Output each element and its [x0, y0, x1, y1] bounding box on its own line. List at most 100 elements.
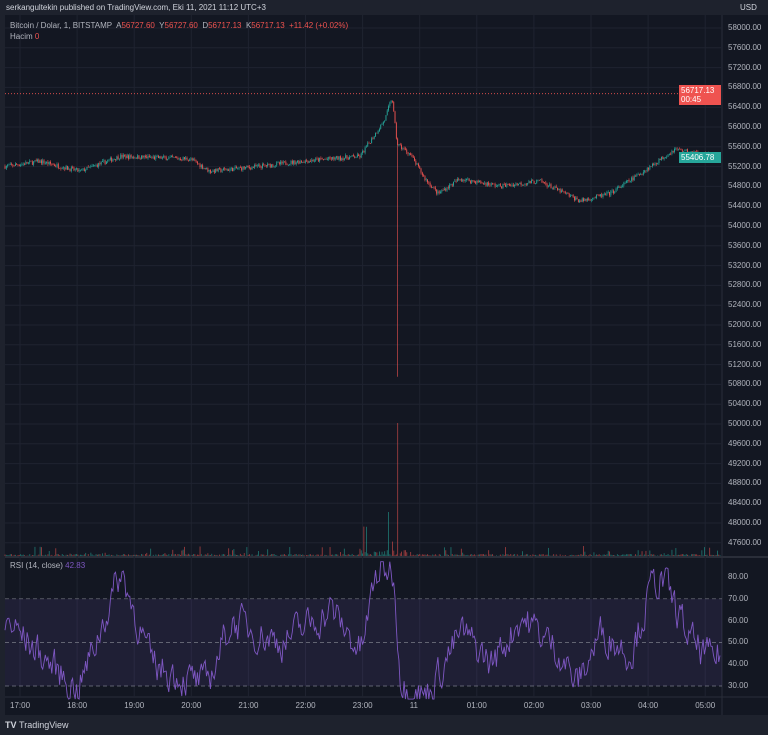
- volume-bar: [54, 555, 55, 556]
- candle-body: [141, 155, 142, 159]
- candle-body: [176, 157, 178, 159]
- volume-bar: [20, 554, 22, 556]
- volume-bar: [137, 555, 139, 556]
- candle-body: [567, 192, 569, 194]
- candle-body: [275, 165, 276, 167]
- volume-bar: [618, 555, 620, 556]
- volume-bar: [714, 555, 716, 556]
- candle-body: [609, 192, 610, 196]
- volume-bar: [130, 555, 132, 556]
- volume-bar: [640, 554, 642, 556]
- volume-bar: [704, 547, 705, 556]
- candle-body: [115, 159, 116, 161]
- candle-body: [665, 157, 666, 159]
- candle-body: [255, 165, 257, 167]
- candle-body: [496, 185, 497, 187]
- volume-bar: [379, 551, 380, 556]
- candle-body: [680, 149, 682, 151]
- candle-body: [341, 158, 343, 161]
- volume-bar: [688, 555, 690, 556]
- volume-bar: [427, 554, 428, 556]
- candle-body: [250, 167, 252, 170]
- candle-body: [464, 179, 466, 181]
- volume-bar: [120, 555, 122, 556]
- candle-body: [315, 158, 317, 161]
- volume-bar: [182, 549, 184, 556]
- candle-body: [541, 179, 543, 183]
- volume-bar: [440, 554, 441, 556]
- candle-body: [397, 138, 399, 146]
- candle-body: [126, 155, 128, 159]
- volume-bar: [516, 554, 518, 556]
- candle-body: [324, 159, 326, 160]
- volume-bar: [709, 547, 711, 556]
- volume-bar: [349, 554, 350, 556]
- candle-body: [276, 162, 278, 166]
- volume-bar: [490, 554, 492, 556]
- volume-bar: [524, 554, 526, 556]
- volume-bar: [271, 554, 272, 556]
- candle-body: [121, 154, 123, 158]
- volume-bar: [223, 554, 224, 556]
- volume-bar: [382, 554, 384, 556]
- volume-bar: [206, 554, 207, 556]
- currency-label[interactable]: USD: [740, 3, 757, 12]
- volume-bar: [489, 554, 491, 556]
- candle-body: [234, 166, 236, 169]
- volume-bar: [576, 555, 578, 556]
- candle-body: [226, 169, 228, 171]
- candle-body: [83, 168, 85, 172]
- volume-bar: [187, 553, 189, 556]
- volume-bar: [69, 553, 71, 556]
- tradingview-logo[interactable]: TV TradingView: [5, 720, 69, 730]
- candle-body: [20, 164, 22, 166]
- candle-body: [156, 155, 158, 157]
- candle-body: [284, 161, 285, 163]
- candle-body: [281, 161, 283, 164]
- candle-body: [5, 165, 7, 169]
- close-value: 56717.13: [251, 21, 285, 30]
- price-tick: 55600.00: [728, 141, 762, 151]
- candle-body: [122, 154, 124, 158]
- volume-bar: [124, 554, 126, 556]
- volume-bar: [345, 554, 347, 556]
- candle-body: [658, 158, 660, 164]
- candle-body: [346, 155, 348, 158]
- candle-body: [207, 167, 209, 172]
- candle-body: [68, 168, 70, 170]
- volume-bar: [197, 554, 198, 556]
- candle-body: [262, 164, 263, 168]
- volume-bar: [667, 554, 669, 556]
- candle-body: [290, 160, 292, 164]
- price-tick: 58000.00: [728, 23, 762, 32]
- volume-bar: [148, 554, 150, 556]
- volume-bar: [405, 550, 406, 556]
- volume-bar: [694, 554, 696, 556]
- volume-bar: [529, 554, 531, 556]
- volume-bar: [637, 550, 639, 556]
- rsi-tick: 40.00: [728, 659, 749, 669]
- candle-body: [64, 167, 66, 170]
- candle-body: [562, 190, 564, 192]
- candle-body: [252, 166, 254, 168]
- candle-body: [466, 178, 467, 180]
- candle-body: [551, 187, 553, 189]
- candle-body: [623, 182, 625, 186]
- volume-bar: [226, 555, 228, 556]
- candle-body: [285, 161, 287, 165]
- volume-bar: [21, 554, 23, 556]
- candle-body: [213, 170, 215, 173]
- candle-body: [596, 194, 597, 199]
- candle-body: [199, 163, 201, 168]
- volume-bar: [522, 551, 523, 556]
- volume-bar: [276, 555, 278, 556]
- volume-bar: [8, 555, 10, 556]
- volume-bar: [593, 552, 595, 556]
- candle-body: [592, 198, 594, 200]
- volume-bar: [584, 551, 586, 556]
- volume-bar: [258, 550, 259, 556]
- candle-body: [41, 160, 42, 164]
- candle-body: [228, 169, 230, 171]
- candle-body: [320, 157, 322, 159]
